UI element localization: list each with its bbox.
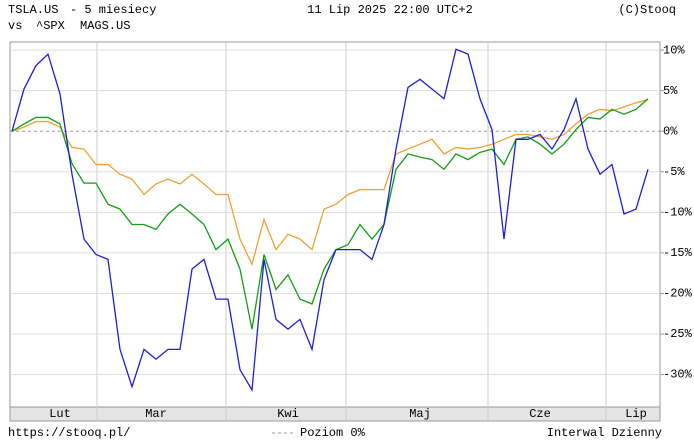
y-tick-label: -5%: [663, 165, 685, 179]
footer-url: https://stooq.pl/: [8, 426, 130, 440]
x-tick-label: Maj: [409, 407, 431, 421]
x-axis-band: [9, 406, 661, 422]
timestamp: 11 Lip 2025 22:00 UTC+2: [307, 3, 473, 17]
y-tick-label: -30%: [663, 368, 693, 382]
x-tick-label: Kwi: [277, 407, 299, 421]
month-separators: [96, 42, 607, 421]
chart-title: - 5 miesiecy: [70, 3, 156, 17]
y-tick-label: 5%: [663, 84, 678, 98]
series-line: [11, 98, 649, 330]
interval-label: Interwal Dzienny: [547, 426, 662, 440]
y-tick-label: -10%: [663, 206, 693, 220]
x-tick-label: Mar: [145, 407, 167, 421]
x-tick-label: Cze: [529, 407, 551, 421]
series-line: [11, 48, 649, 393]
reference-legend-label: Poziom 0%: [300, 426, 366, 440]
series-name: TSLA.US: [8, 3, 58, 17]
source: (C)Stooq: [618, 3, 676, 17]
y-tick-label: 0%: [663, 124, 678, 138]
legend-entry: ^SPX: [36, 19, 65, 33]
y-tick-label: -20%: [663, 287, 693, 301]
x-tick-label: Lip: [625, 407, 647, 421]
legend-entry: MAGS.US: [80, 19, 130, 33]
vs-label: vs: [8, 19, 22, 33]
x-tick-label: Lut: [49, 407, 71, 421]
y-tick-label: -25%: [663, 327, 693, 341]
y-tick-label: 10%: [663, 43, 685, 57]
plot-area: [9, 41, 661, 408]
y-tick-label: -15%: [663, 246, 693, 260]
